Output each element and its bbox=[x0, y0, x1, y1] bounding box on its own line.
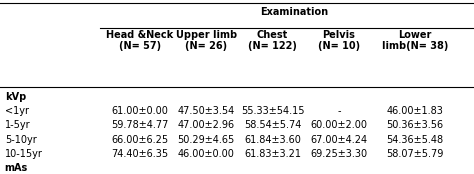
Text: 58.54±5.74: 58.54±5.74 bbox=[244, 120, 301, 130]
Text: Pelvis
(N= 10): Pelvis (N= 10) bbox=[318, 30, 360, 51]
Text: kVp: kVp bbox=[5, 92, 26, 102]
Text: mAs: mAs bbox=[5, 163, 28, 173]
Text: Examination: Examination bbox=[260, 7, 328, 17]
Text: 61.00±0.00: 61.00±0.00 bbox=[111, 106, 168, 116]
Text: 54.36±5.48: 54.36±5.48 bbox=[386, 135, 443, 145]
Text: 50.36±3.56: 50.36±3.56 bbox=[386, 120, 443, 130]
Text: 1-5yr: 1-5yr bbox=[5, 120, 30, 130]
Text: 58.07±5.79: 58.07±5.79 bbox=[386, 149, 444, 159]
Text: <1yr: <1yr bbox=[5, 106, 29, 116]
Text: 47.00±2.96: 47.00±2.96 bbox=[178, 120, 235, 130]
Text: 67.00±4.24: 67.00±4.24 bbox=[310, 135, 367, 145]
Text: 74.40±6.35: 74.40±6.35 bbox=[111, 149, 168, 159]
Text: Chest
(N= 122): Chest (N= 122) bbox=[248, 30, 297, 51]
Text: 59.78±4.77: 59.78±4.77 bbox=[111, 120, 169, 130]
Text: 10-15yr: 10-15yr bbox=[5, 149, 43, 159]
Text: 46.00±1.83: 46.00±1.83 bbox=[386, 106, 443, 116]
Text: 46.00±0.00: 46.00±0.00 bbox=[178, 149, 235, 159]
Text: 47.50±3.54: 47.50±3.54 bbox=[178, 106, 235, 116]
Text: Lower
limb(N= 38): Lower limb(N= 38) bbox=[382, 30, 448, 51]
Text: -: - bbox=[337, 106, 341, 116]
Text: 61.83±3.21: 61.83±3.21 bbox=[244, 149, 301, 159]
Text: 69.25±3.30: 69.25±3.30 bbox=[310, 149, 367, 159]
Text: 55.33±54.15: 55.33±54.15 bbox=[241, 106, 304, 116]
Text: 5-10yr: 5-10yr bbox=[5, 135, 36, 145]
Text: Head &Neck
(N= 57): Head &Neck (N= 57) bbox=[106, 30, 173, 51]
Text: Upper limb
(N= 26): Upper limb (N= 26) bbox=[176, 30, 237, 51]
Text: 61.84±3.60: 61.84±3.60 bbox=[244, 135, 301, 145]
Text: 60.00±2.00: 60.00±2.00 bbox=[310, 120, 367, 130]
Text: 66.00±6.25: 66.00±6.25 bbox=[111, 135, 168, 145]
Text: 50.29±4.65: 50.29±4.65 bbox=[178, 135, 235, 145]
